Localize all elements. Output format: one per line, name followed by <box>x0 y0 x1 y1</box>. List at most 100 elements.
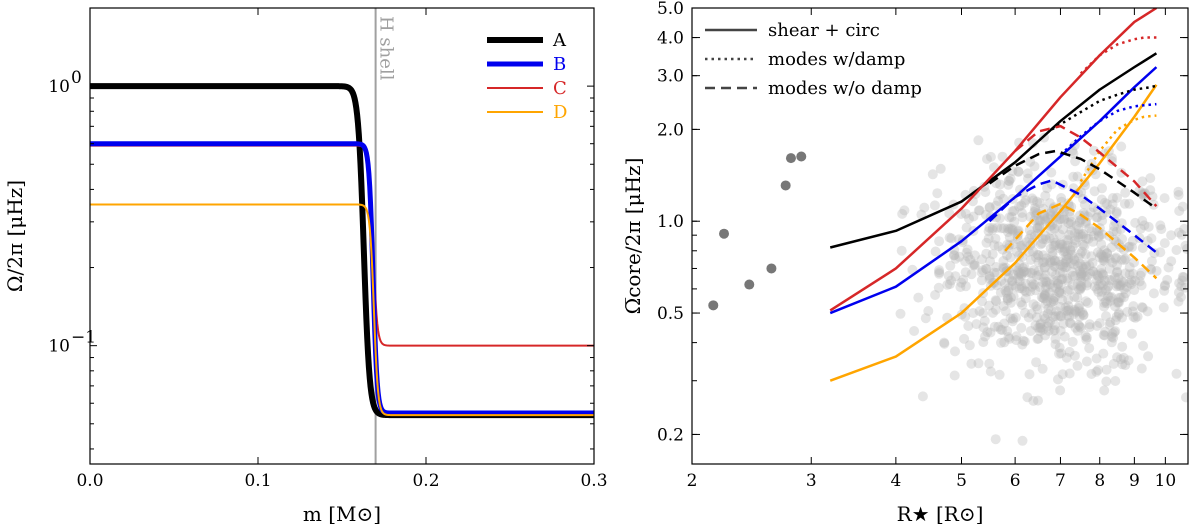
observed-star-point <box>968 211 979 222</box>
observed-star-point <box>1039 262 1050 273</box>
observed-star-point <box>990 233 1001 244</box>
observed-star-point <box>1096 239 1107 250</box>
observed-star-point <box>1033 266 1044 276</box>
observed-star-point <box>1085 207 1096 218</box>
observed-star-point <box>1128 312 1139 322</box>
observed-star-point <box>1018 335 1029 346</box>
observed-star-point <box>1027 268 1038 278</box>
observed-star-point <box>1106 331 1117 342</box>
observed-star-point <box>1062 240 1073 251</box>
observed-star-point <box>1057 369 1068 380</box>
legend-label-B: B <box>553 54 566 75</box>
observed-star-point <box>1110 253 1121 264</box>
observed-star-point <box>1098 253 1109 264</box>
observed-star-point <box>1174 206 1185 216</box>
observed-star-point <box>1060 257 1071 268</box>
observed-star-point <box>1046 305 1056 316</box>
observed-star-point <box>1086 369 1097 379</box>
observed-star-point <box>1074 266 1085 276</box>
observed-star-point <box>1075 271 1086 282</box>
observed-star-point <box>1075 283 1086 294</box>
observed-star-point <box>1082 277 1093 288</box>
observed-star-point <box>989 267 1000 278</box>
observed-star-point <box>1007 224 1018 235</box>
observed-star-point <box>985 327 996 338</box>
observed-star-point <box>1045 225 1056 236</box>
observed-star-point <box>979 315 990 326</box>
observed-star-point <box>1046 206 1057 217</box>
observed-star-point <box>1171 368 1182 379</box>
observed-star-point <box>987 249 998 260</box>
observed-star-point <box>1077 261 1088 272</box>
observed-star-point <box>1158 302 1169 313</box>
observed-star-point <box>1123 355 1134 366</box>
observed-star-point <box>1002 326 1013 336</box>
y-tick-label: 1.0 <box>657 212 684 232</box>
observed-star-point <box>1048 325 1059 336</box>
observed-star-point <box>1059 246 1070 257</box>
observed-star-point <box>1055 214 1066 224</box>
observed-star-point <box>991 262 1002 272</box>
observed-star-point <box>1008 239 1019 250</box>
observed-star-point <box>1016 270 1027 281</box>
observed-star-point <box>985 151 996 162</box>
observed-star-point <box>995 324 1006 335</box>
observed-star-point <box>1043 325 1054 336</box>
observed-star-point <box>1031 312 1042 323</box>
observed-star-point <box>1044 287 1055 298</box>
observed-star-point <box>917 391 928 402</box>
observed-star-point <box>1113 308 1124 318</box>
observed-star-point <box>1036 322 1047 333</box>
observed-star-point <box>1000 285 1011 296</box>
observed-star-point <box>1081 296 1091 307</box>
observed-star-point <box>1064 346 1075 357</box>
observed-star-point <box>1057 224 1068 235</box>
observed-star-point <box>939 338 950 349</box>
observed-star-point <box>977 296 988 307</box>
observed-star-point <box>1032 249 1043 260</box>
observed-star-point <box>998 223 1009 234</box>
observed-star-point <box>999 318 1010 329</box>
observed-star-point <box>990 434 1001 445</box>
observed-star-point <box>1040 190 1051 201</box>
observed-star-point <box>1064 229 1074 240</box>
observed-star-point <box>1062 310 1073 321</box>
observed-star-point <box>1040 282 1051 293</box>
observed-star-point <box>1089 281 1100 292</box>
observed-star-point <box>1109 272 1120 283</box>
observed-star-point <box>1042 321 1053 332</box>
observed-star-point <box>1134 276 1145 287</box>
observed-star-point <box>1178 272 1188 283</box>
observed-star-point <box>1137 176 1148 187</box>
observed-star-point <box>1032 222 1043 233</box>
observed-star-point <box>1020 278 1031 289</box>
observed-star-point <box>1109 327 1120 338</box>
observed-star-point <box>1003 332 1014 343</box>
curve-C-dotted <box>1079 36 1157 75</box>
observed-star-point <box>1119 284 1130 295</box>
observed-star-point <box>1105 204 1116 215</box>
observed-star-point <box>1117 312 1127 323</box>
observed-star-point <box>998 262 1009 273</box>
observed-star-point <box>1101 199 1112 210</box>
observed-star-point <box>1028 195 1039 206</box>
observed-star-point <box>1106 242 1117 253</box>
observed-star-point <box>1128 301 1139 312</box>
observed-star-point <box>969 260 980 271</box>
observed-star-point <box>966 358 977 369</box>
observed-star-point <box>1005 252 1016 263</box>
observed-star-point <box>1177 275 1188 286</box>
observed-star-point <box>1105 292 1116 303</box>
observed-star-point <box>1046 256 1057 267</box>
observed-star-point <box>950 271 961 282</box>
observed-star-point <box>1148 288 1159 299</box>
observed-star-point <box>1117 341 1128 352</box>
observed-star-point <box>1038 234 1048 244</box>
observed-star-point <box>1138 340 1149 351</box>
observed-star-point <box>930 246 941 257</box>
observed-star-point <box>1064 311 1074 322</box>
observed-star-point <box>1138 189 1148 200</box>
observed-star-point <box>1096 264 1107 274</box>
observed-star-point <box>1047 282 1058 293</box>
